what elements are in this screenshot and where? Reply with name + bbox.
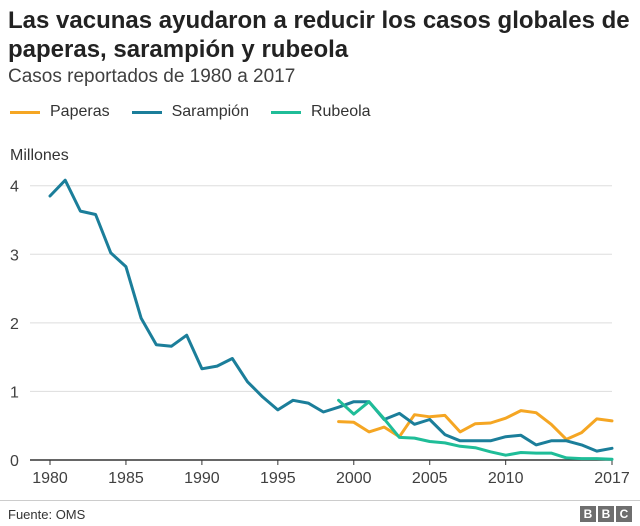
line-chart: 0 1 2 3 4 1980 1985 1990 1995 2000 2005 2010 2017 [10,178,630,487]
bbc-logo-letter: C [616,506,632,522]
x-tick-label: 2010 [488,470,524,487]
legend-swatch-paperas [10,110,40,114]
x-tick-label: 2000 [336,470,372,487]
legend-label-paperas: Paperas [50,103,110,120]
x-tick-label: 2017 [594,470,630,487]
legend-label-rubeola: Rubeola [310,103,371,120]
x-tick-label: 1980 [32,470,68,487]
legend-item-rubeola: Rubeola [270,103,371,121]
chart-subtitle: Casos reportados de 1980 a 2017 [8,66,296,87]
legend-item-paperas: Paperas [10,103,110,121]
bbc-logo: B B C [578,506,632,522]
legend-item-sarampion: Sarampión [131,103,249,121]
y-axis-unit-label: Millones [10,147,69,164]
source-note: Fuente: OMS [8,507,86,522]
series-line-sarampion [48,178,614,453]
bbc-logo-letter: B [580,506,596,522]
y-tick-label: 1 [10,384,19,401]
x-tick-label: 1990 [184,470,220,487]
x-tick-label: 2005 [412,470,448,487]
chart-title: Las vacunas ayudaron a reducir los casos… [8,7,630,63]
y-tick-label: 3 [10,247,19,264]
y-tick-label: 0 [10,453,19,470]
legend-label-sarampion: Sarampión [171,103,249,120]
legend-swatch-rubeola [270,110,301,114]
y-tick-label: 2 [10,316,19,333]
y-tick-label: 4 [10,179,19,196]
series-line-rubeola [337,398,614,461]
x-tick-label: 1985 [108,470,144,487]
bbc-logo-letter: B [598,506,614,522]
footer-divider [0,500,640,501]
x-tick-label: 1995 [260,470,296,487]
legend-swatch-sarampion [131,110,162,114]
legend: Paperas Sarampión Rubeola [10,103,393,121]
